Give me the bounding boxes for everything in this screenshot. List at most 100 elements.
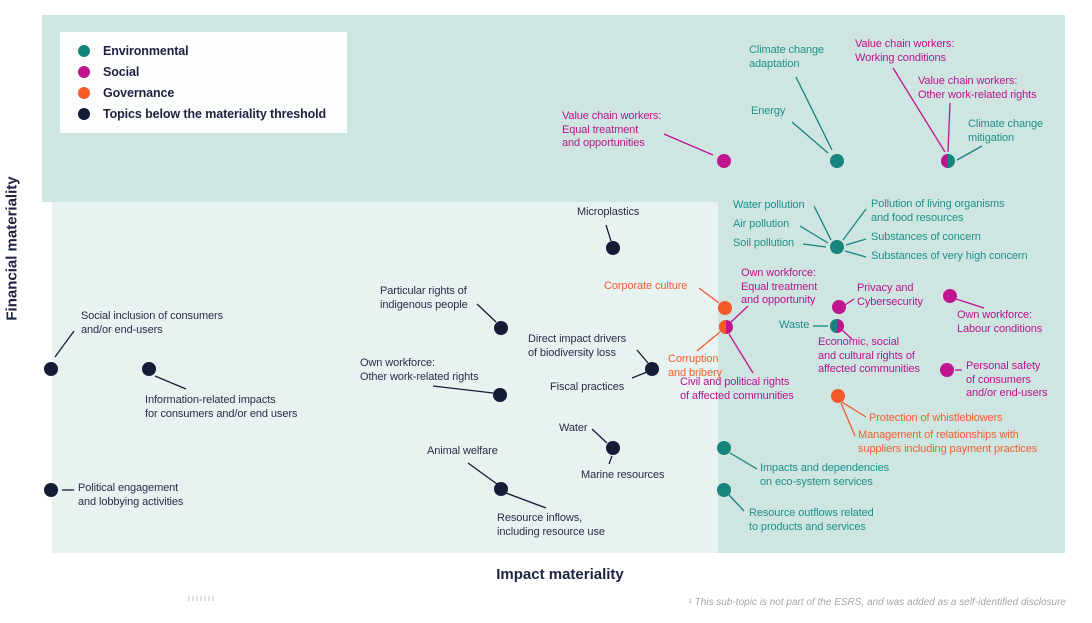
leader-line-value-chain-equal-treatment-0: [663, 133, 714, 156]
topic-label-corruption-civil-rights-2: Civil and political rights of affected c…: [680, 376, 794, 402]
topic-label-biodiversity-fiscal-0: Direct impact drivers of biodiversity lo…: [528, 333, 627, 359]
topic-label-waste-economic-rights-0: Waste: [779, 319, 810, 331]
legend-dot-below-threshold-icon: [78, 108, 90, 120]
topic-label-energy-climate-adaptation-0: Climate change adaptation: [749, 44, 825, 70]
legend-label-governance: Governance: [103, 86, 175, 100]
leader-line-whistleblowers-suppliers-1: [840, 402, 856, 437]
leader-line-pollution-2: [802, 243, 827, 248]
leader-line-whistleblowers-suppliers-0: [841, 401, 867, 418]
topic-label-ecosystem-services: Impacts and dependencies on eco-system s…: [760, 462, 890, 488]
data-point-biodiversity-fiscal: [645, 362, 659, 376]
topic-label-water-marine-1: Marine resources: [581, 469, 665, 481]
leader-line-privacy-cybersecurity-0: [844, 298, 855, 306]
data-point-personal-safety: [940, 363, 954, 377]
leader-line-microplastics-0: [605, 224, 612, 242]
topic-label-pollution-4: Substances of concern: [871, 231, 981, 243]
data-point-corporate-culture: [718, 301, 732, 315]
data-point-water-marine: [606, 441, 620, 455]
leader-line-indigenous-rights-0: [476, 303, 497, 323]
legend-dot-social-icon: [78, 66, 90, 78]
leader-line-corporate-culture-0: [698, 287, 720, 304]
legend-item-environmental: Environmental: [78, 44, 347, 58]
data-point-ecosystem-services: [717, 441, 731, 455]
data-point-value-chain-working-conditions: [941, 154, 955, 168]
region-below-threshold: [52, 202, 718, 553]
data-point-waste-economic-rights: [830, 319, 844, 333]
data-point-social-inclusion: [44, 362, 58, 376]
topic-label-value-chain-working-conditions-2: Climate change mitigation: [968, 118, 1044, 144]
topic-label-animal-welfare-resource-inflows-1: Resource inflows, including resource use: [497, 512, 605, 538]
topic-label-value-chain-working-conditions-0: Value chain workers: Working conditions: [855, 38, 955, 64]
legend-item-social: Social: [78, 65, 347, 79]
data-point-indigenous-rights: [494, 321, 508, 335]
legend-label-social: Social: [103, 65, 140, 79]
leader-line-corruption-civil-rights-2: [728, 333, 754, 374]
topic-label-pollution-3: Pollution of living organisms and food r…: [871, 198, 1005, 224]
topic-label-corruption-civil-rights-0: Own workforce: Equal treatment and oppor…: [741, 267, 818, 306]
data-point-privacy-cybersecurity: [832, 300, 846, 314]
leader-line-corruption-civil-rights-1: [696, 331, 721, 352]
topic-label-whistleblowers-suppliers-0: Protection of whistleblowers: [869, 412, 1003, 424]
leader-line-waste-economic-rights-1: [841, 329, 853, 340]
data-point-information-related-impacts: [142, 362, 156, 376]
legend-dot-governance-icon: [78, 87, 90, 99]
leader-line-water-marine-1: [608, 455, 613, 465]
leader-line-pollution-3: [842, 208, 867, 241]
data-point-political-engagement: [44, 483, 58, 497]
topic-label-whistleblowers-suppliers-1: Management of relationships with supplie…: [858, 429, 1038, 455]
topic-label-social-inclusion: Social inclusion of consumers and/or end…: [81, 310, 224, 336]
leader-line-biodiversity-fiscal-1: [631, 371, 648, 379]
topic-label-pollution-1: Air pollution: [733, 218, 790, 230]
data-point-corruption-civil-rights: [719, 320, 733, 334]
leader-line-energy-climate-adaptation-0: [795, 76, 833, 151]
region-high-impact-materiality: [718, 202, 1065, 553]
topic-label-value-chain-equal-treatment: Value chain workers: Equal treatment and…: [562, 110, 662, 149]
topic-label-value-chain-working-conditions-1: Value chain workers: Other work-related …: [918, 75, 1037, 101]
legend-item-below-threshold: Topics below the materiality threshold: [78, 107, 347, 121]
leader-line-pollution-4: [845, 238, 867, 246]
topic-label-resource-outflows: Resource outflows related to products an…: [749, 507, 874, 533]
topic-label-water-marine-0: Water: [559, 422, 588, 434]
data-point-resource-outflows: [717, 483, 731, 497]
x-axis-label: Impact materiality: [496, 566, 624, 583]
data-point-own-workforce-other-rights: [493, 388, 507, 402]
legend-item-governance: Governance: [78, 86, 347, 100]
leader-line-animal-welfare-resource-inflows-0: [467, 462, 498, 485]
legend-label-below-threshold: Topics below the materiality threshold: [103, 107, 327, 121]
leader-line-energy-climate-adaptation-1: [791, 121, 829, 154]
topic-label-corporate-culture: Corporate culture: [604, 280, 688, 292]
leader-line-resource-outflows-0: [728, 494, 745, 512]
leader-line-value-chain-working-conditions-2: [956, 145, 983, 161]
leader-line-information-related-impacts-0: [154, 375, 187, 390]
topic-label-corruption-civil-rights-1: Corruption and bribery: [668, 353, 722, 379]
leader-line-own-workforce-other-rights-0: [432, 385, 494, 394]
data-point-microplastics: [606, 241, 620, 255]
legend-label-environmental: Environmental: [103, 44, 189, 58]
data-point-animal-welfare-resource-inflows: [494, 482, 508, 496]
topic-label-own-workforce-labour: Own workforce: Labour conditions: [957, 309, 1043, 335]
topic-label-pollution-5: Substances of very high concern: [871, 250, 1028, 262]
topic-label-information-related-impacts: Information-related impacts for consumer…: [145, 394, 298, 420]
topic-label-animal-welfare-resource-inflows-0: Animal welfare: [427, 445, 498, 457]
footnote: ¹ This sub-topic is not part of the ESRS…: [688, 597, 1066, 608]
legend-dot-environmental-icon: [78, 45, 90, 57]
topic-label-biodiversity-fiscal-1: Fiscal practices: [550, 381, 625, 393]
leader-line-own-workforce-labour-0: [955, 298, 985, 309]
faint-watermark: [188, 596, 214, 601]
topic-label-own-workforce-other-rights: Own workforce: Other work-related rights: [360, 357, 479, 383]
leader-line-value-chain-working-conditions-0: [892, 67, 946, 153]
leader-line-pollution-0: [813, 205, 832, 241]
y-axis-label: Financial materiality: [3, 176, 21, 321]
data-point-value-chain-equal-treatment: [717, 154, 731, 168]
topic-label-energy-climate-adaptation-1: Energy: [751, 105, 786, 117]
leader-line-value-chain-working-conditions-1: [947, 102, 951, 153]
leader-line-ecosystem-services-0: [729, 452, 758, 470]
leader-line-corruption-civil-rights-0: [730, 305, 749, 323]
leader-line-pollution-5: [844, 250, 867, 258]
leader-line-animal-welfare-resource-inflows-1: [505, 492, 547, 509]
topic-label-pollution-0: Water pollution: [733, 199, 805, 211]
topic-label-privacy-cybersecurity: Privacy and Cybersecurity: [857, 282, 923, 308]
topic-label-political-engagement: Political engagement and lobbying activi…: [78, 482, 184, 508]
